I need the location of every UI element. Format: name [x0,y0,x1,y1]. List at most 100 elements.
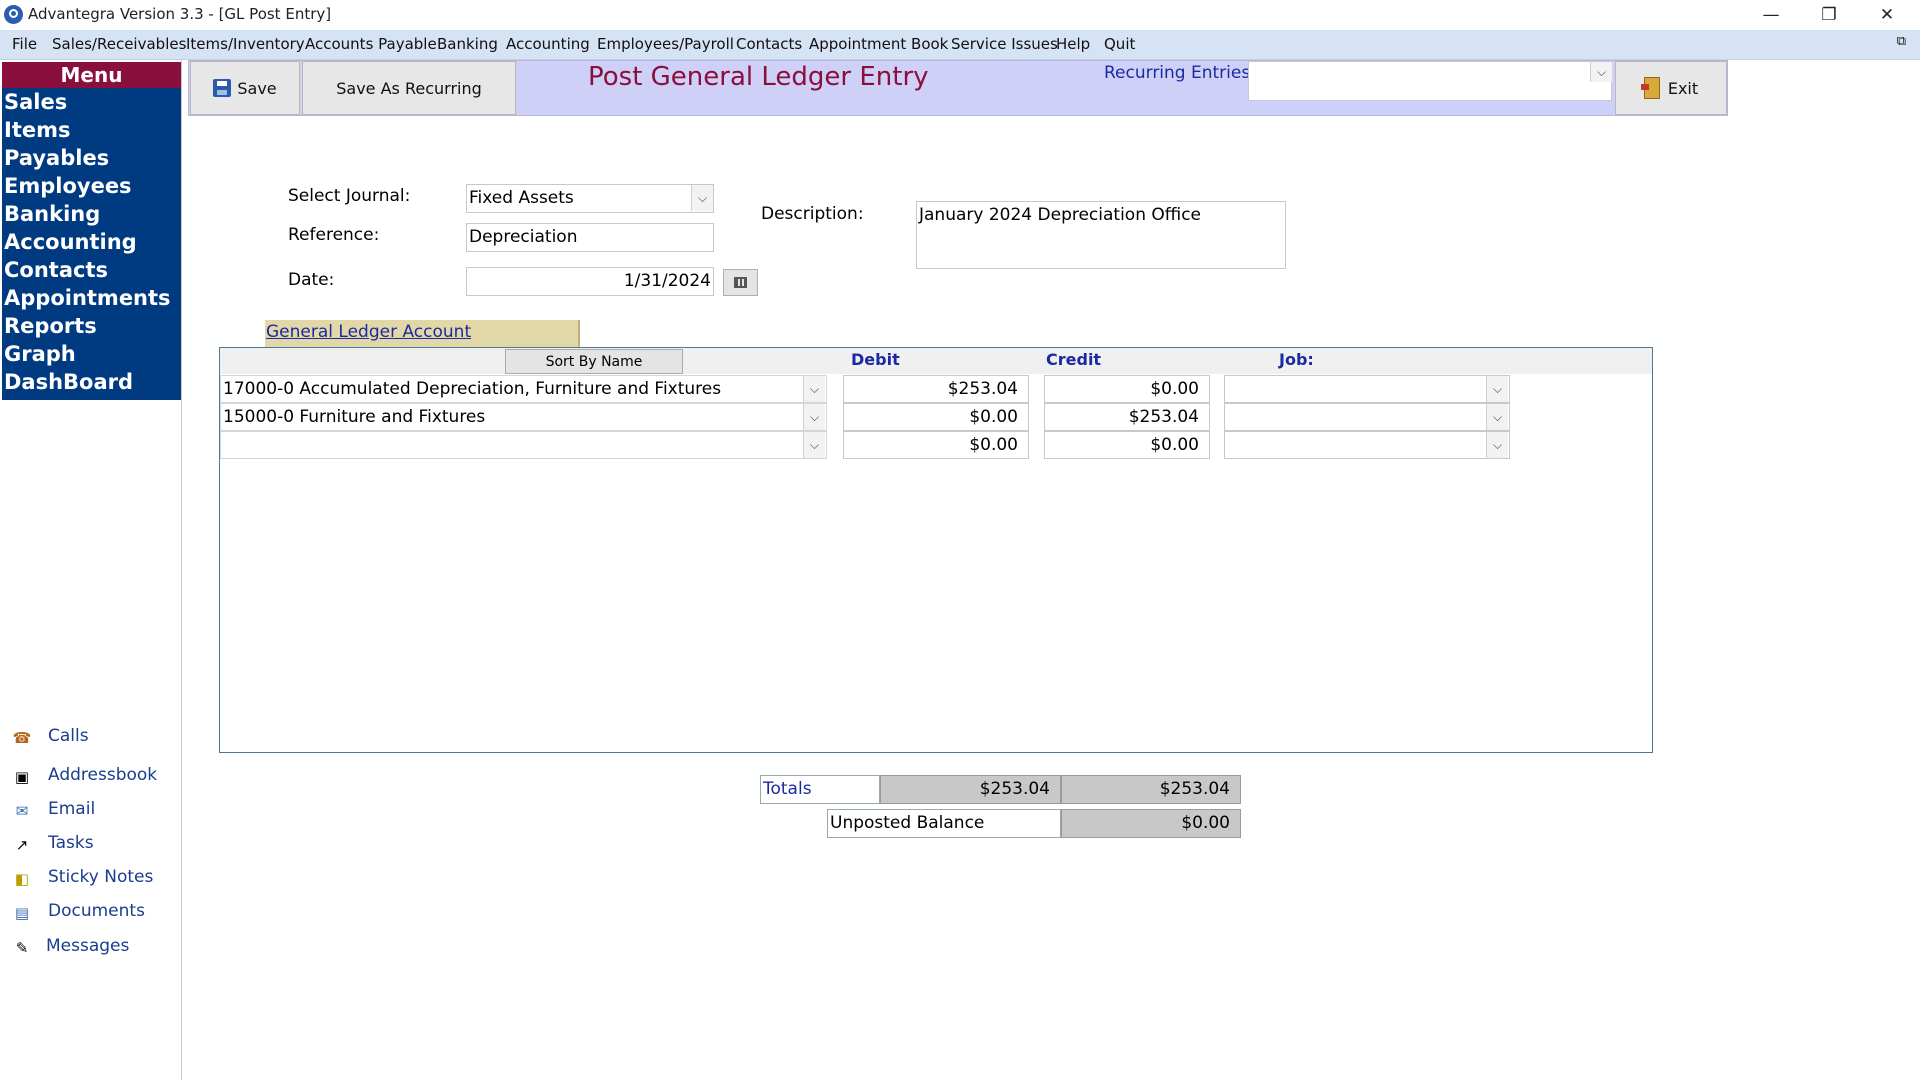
nav-item-employees[interactable]: Employees [4,174,132,198]
tool-messages[interactable]: ✎ Messages [0,934,180,962]
minimize-button[interactable]: — [1762,5,1780,25]
account-cell[interactable] [220,431,827,459]
save-button[interactable]: Save [190,61,300,115]
nav-item-sales[interactable]: Sales [4,90,68,114]
menu-sales-receivables[interactable]: Sales/Receivables [52,35,187,53]
tool-tasks-label: Tasks [48,833,94,853]
tasks-icon: ↗ [15,836,29,854]
exit-icon [1640,77,1660,99]
nav-item-contacts[interactable]: Contacts [4,258,108,282]
nav-item-reports[interactable]: Reports [4,314,97,338]
reference-input[interactable]: Depreciation [466,223,714,252]
phone-icon: ☎ [12,729,32,747]
account-cell[interactable]: 15000-0 Furniture and Fixtures [220,403,827,431]
description-label: Description: [761,204,864,224]
app-logo-icon [4,5,23,24]
debit-cell[interactable]: $0.00 [843,403,1029,431]
description-input[interactable]: January 2024 Depreciation Office [916,201,1286,269]
nav-item-items[interactable]: Items [4,118,71,142]
addressbook-icon: ▣ [14,768,30,786]
menu-file[interactable]: File [12,35,38,53]
totals-label: Totals [760,775,880,804]
sort-by-name-button[interactable]: Sort By Name [505,349,683,374]
window-title: Advantegra Version 3.3 - [GL Post Entry] [28,5,332,23]
calendar-icon[interactable] [723,269,758,296]
close-button[interactable]: ✕ [1879,5,1895,25]
menu-quit[interactable]: Quit [1104,35,1136,53]
job-cell[interactable] [1224,375,1510,403]
tool-sticky-notes[interactable]: ◧ Sticky Notes [0,865,180,893]
column-header-debit: Debit [851,350,900,369]
chevron-down-icon[interactable]: ⌵ [1486,432,1508,458]
tool-sticky-notes-label: Sticky Notes [48,867,154,887]
menu-appointment-book[interactable]: Appointment Book [809,35,949,53]
chevron-down-icon[interactable]: ⌵ [803,376,825,402]
unposted-balance-value: $0.00 [1061,809,1241,838]
tool-calls[interactable]: ☎ Calls [0,724,180,752]
nav-item-accounting[interactable]: Accounting [4,230,137,254]
documents-icon: ▤ [14,904,30,922]
tool-email-label: Email [48,799,96,819]
reference-label: Reference: [288,225,380,245]
save-as-recurring-label: Save As Recurring [336,78,482,98]
tool-addressbook[interactable]: ▣ Addressbook [0,763,180,791]
nav-item-payables[interactable]: Payables [4,146,110,170]
debit-cell[interactable]: $253.04 [843,375,1029,403]
journal-select-value: Fixed Assets [469,188,574,208]
menu-service-issues[interactable]: Service Issues [951,35,1058,53]
chevron-down-icon[interactable]: ⌵ [1486,404,1508,430]
tool-documents[interactable]: ▤ Documents [0,899,180,927]
exit-button[interactable]: Exit [1615,61,1727,115]
menu-items-inventory[interactable]: Items/Inventory [186,35,305,53]
debit-cell[interactable]: $0.00 [843,431,1029,459]
chevron-down-icon[interactable]: ⌵ [1486,376,1508,402]
total-credit: $253.04 [1061,775,1241,804]
tool-tasks[interactable]: ↗ Tasks [0,831,180,859]
credit-cell[interactable]: $0.00 [1044,375,1210,403]
nav-menu-header: Menu [2,62,181,88]
column-header-job: Job: [1279,350,1314,369]
gl-account-tab [265,320,580,347]
nav-item-banking[interactable]: Banking [4,202,101,226]
nav-item-dashboard[interactable]: DashBoard [4,370,134,394]
menu-contacts[interactable]: Contacts [736,35,803,53]
messages-icon: ✎ [15,939,29,957]
credit-cell[interactable]: $253.04 [1044,403,1210,431]
chevron-down-icon[interactable]: ⌵ [803,432,825,458]
recurring-entries-select[interactable] [1248,61,1612,101]
tool-addressbook-label: Addressbook [48,765,158,785]
menu-accounting[interactable]: Accounting [506,35,590,53]
job-cell[interactable] [1224,431,1510,459]
chevron-down-icon[interactable]: ⌵ [691,185,713,211]
email-icon: ✉ [15,802,29,820]
total-debit: $253.04 [880,775,1061,804]
job-cell[interactable] [1224,403,1510,431]
menu-help[interactable]: Help [1056,35,1091,53]
tool-documents-label: Documents [48,901,145,921]
tool-messages-label: Messages [46,936,130,956]
page-title: Post General Ledger Entry [588,62,929,92]
date-input[interactable]: 1/31/2024 [466,267,714,296]
chevron-down-icon[interactable]: ⌵ [1590,62,1612,82]
account-cell[interactable]: 17000-0 Accumulated Depreciation, Furnit… [220,375,827,403]
exit-button-label: Exit [1667,78,1699,98]
restore-child-icon[interactable]: ⧉ [1896,34,1906,49]
title-bar [0,0,1920,30]
tool-email[interactable]: ✉ Email [0,797,180,825]
nav-item-appointments[interactable]: Appointments [4,286,171,310]
nav-list: Sales Items Payables Employees Banking A… [2,88,181,400]
journal-select[interactable]: Fixed Assets [466,184,714,213]
credit-cell[interactable]: $0.00 [1044,431,1210,459]
nav-item-graph[interactable]: Graph [4,342,76,366]
chevron-down-icon[interactable]: ⌵ [803,404,825,430]
menu-banking[interactable]: Banking [437,35,498,53]
column-header-credit: Credit [1046,350,1102,369]
menu-bar: File Sales/Receivables Items/Inventory A… [0,30,1920,60]
menu-accounts-payable[interactable]: Accounts Payable [305,35,437,53]
save-as-recurring-button[interactable]: Save As Recurring [302,61,516,115]
maximize-button[interactable]: ❐ [1821,5,1837,25]
menu-employees-payroll[interactable]: Employees/Payroll [597,35,734,53]
save-button-label: Save [237,78,277,98]
gl-account-link[interactable]: General Ledger Account [266,322,472,342]
recurring-entries-label: Recurring Entries [1104,63,1251,83]
